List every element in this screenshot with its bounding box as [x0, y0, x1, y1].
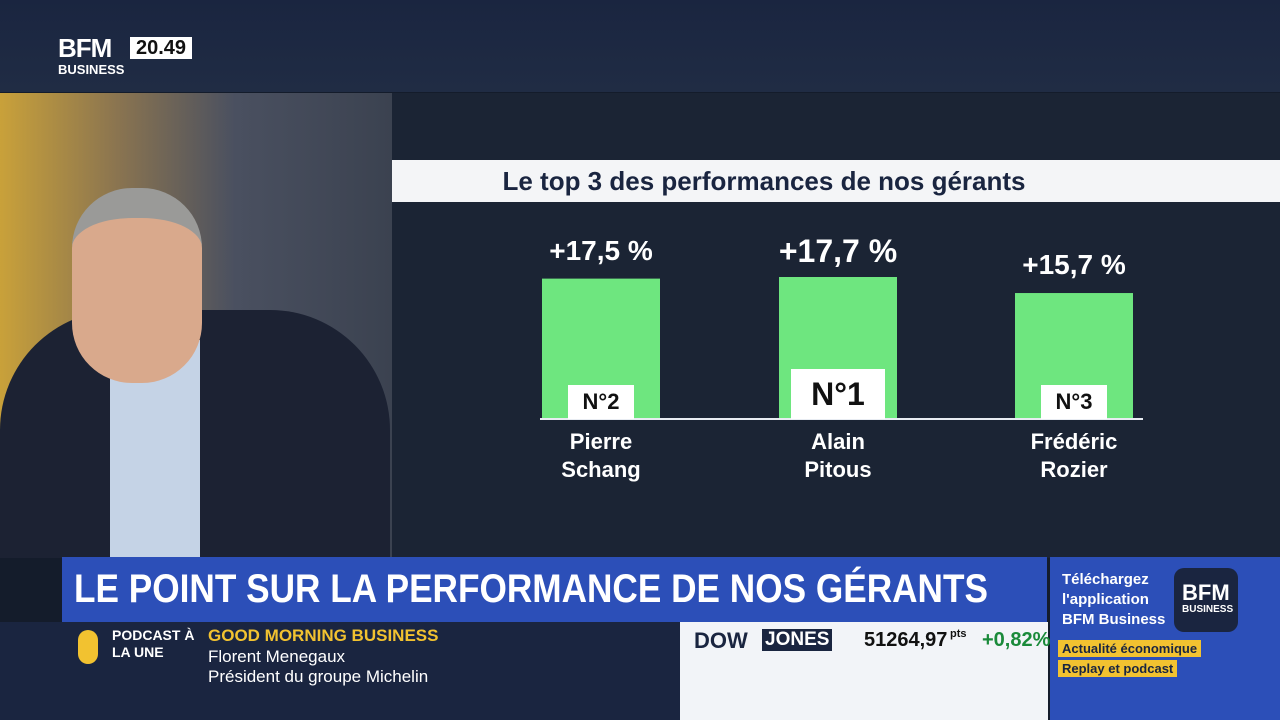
clock: 20.49	[130, 37, 193, 59]
ticker-value: 51264,97	[864, 629, 948, 651]
promo-logo: BFM	[1182, 580, 1230, 605]
ticker-unit: pts	[950, 628, 967, 640]
show-name: GOOD MORNING BUSINESS	[208, 626, 439, 645]
bottom-strip	[0, 622, 680, 720]
promo-logo-sub: BUSINESS	[1182, 604, 1234, 615]
promo-text: Téléchargez l'application BFM Business	[1062, 571, 1166, 628]
ticker	[680, 622, 1048, 720]
promo-tag: Replay et podcast	[1058, 660, 1178, 677]
headline: LE POINT SUR LA PERFORMANCE DE NOS GÉRAN…	[74, 567, 988, 611]
value-label: +17,5 %	[549, 234, 653, 266]
guest-role: Président du groupe Michelin	[208, 667, 429, 686]
podcast-label: PODCAST À LA UNE	[112, 627, 195, 660]
value-label: +17,7 %	[778, 233, 898, 269]
logo-sub: BUSINESS	[58, 62, 125, 77]
ticker-change: +0,82%	[982, 629, 1051, 651]
promo-panel	[1050, 557, 1280, 720]
promo-logo-box	[1174, 568, 1238, 632]
rank-badge: N°1	[791, 369, 885, 419]
chart-title: Le top 3 des performances de nos gérants	[502, 166, 1026, 196]
category-label: Pierre Schang	[561, 429, 641, 482]
category-label: Frédéric Rozier	[1030, 429, 1118, 482]
ticker-index-2: JONES	[762, 629, 833, 651]
category-label: Alain Pitous	[804, 429, 872, 482]
rank-badge: N°2	[568, 385, 634, 419]
mic-icon	[78, 630, 98, 664]
headline-bar	[62, 557, 1047, 622]
logo: BFM	[58, 33, 112, 63]
promo-tag: Actualité économique	[1058, 640, 1202, 657]
top-bar	[0, 0, 1280, 92]
ticker-index: DOW	[694, 628, 748, 653]
guest-name: Florent Menegaux	[208, 647, 346, 666]
value-label: +15,7 %	[1022, 249, 1126, 281]
rank-badge: N°3	[1041, 385, 1107, 419]
chart-title-bar	[392, 160, 1280, 202]
